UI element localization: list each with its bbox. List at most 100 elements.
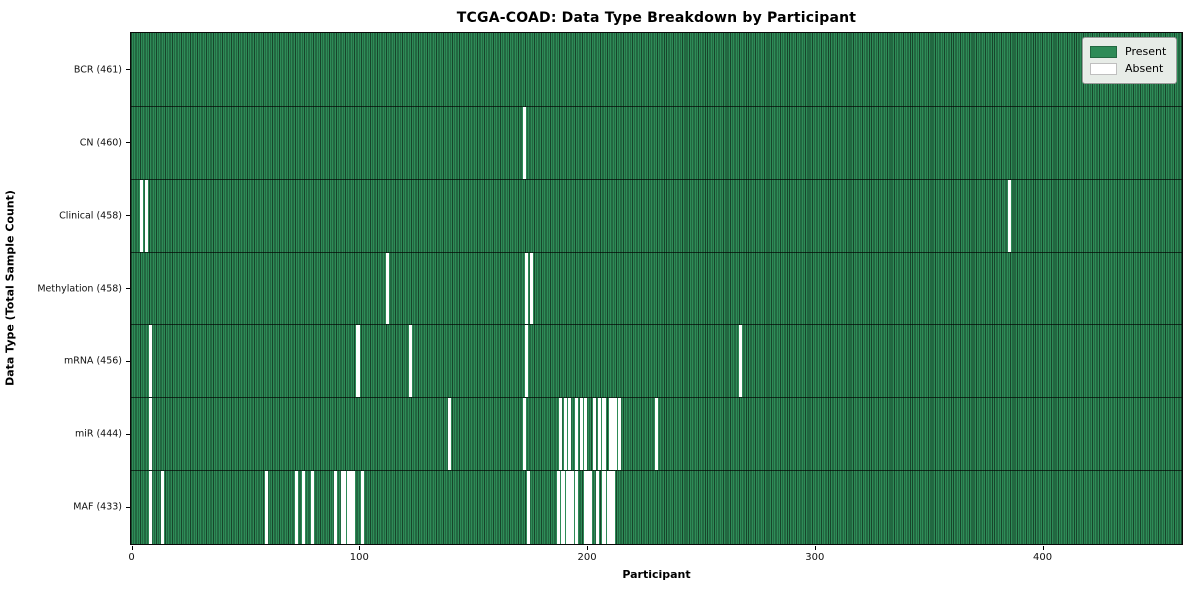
y-tick-label-mrna: mRNA (456) bbox=[63, 355, 122, 367]
y-tick-mark bbox=[125, 433, 130, 435]
absent-cell bbox=[525, 325, 529, 399]
plot-area bbox=[130, 32, 1183, 545]
absent-cell bbox=[566, 471, 570, 544]
absent-cell bbox=[525, 252, 529, 326]
absent-cell bbox=[586, 471, 590, 544]
x-tick-label: 300 bbox=[805, 552, 825, 563]
heatmap-row-mrna bbox=[131, 324, 1182, 399]
absent-cell bbox=[568, 398, 572, 472]
heatmap-row-clinical bbox=[131, 178, 1182, 253]
heatmap-row-methylation bbox=[131, 251, 1182, 326]
absent-cell bbox=[588, 471, 592, 544]
absent-cell bbox=[618, 398, 622, 472]
absent-cell bbox=[522, 106, 526, 180]
absent-cell bbox=[347, 471, 351, 544]
absent-cell bbox=[160, 471, 164, 544]
present-swatch bbox=[1090, 45, 1117, 58]
absent-cell bbox=[593, 398, 597, 472]
absent-cell bbox=[739, 325, 743, 399]
absent-cell bbox=[579, 398, 583, 472]
absent-cell bbox=[584, 398, 588, 472]
absent-cell bbox=[575, 471, 579, 544]
legend: Present Absent bbox=[1082, 37, 1177, 84]
absent-cell bbox=[597, 398, 601, 472]
y-tick-label-clinical: Clinical (458) bbox=[59, 210, 122, 222]
y-tick-label-mir: miR (444) bbox=[74, 428, 122, 440]
legend-entry-present: Present bbox=[1090, 43, 1169, 60]
y-tick-label-methylation: Methylation (458) bbox=[37, 283, 122, 294]
absent-cell bbox=[140, 179, 144, 253]
absent-cell bbox=[144, 179, 148, 253]
absent-cell bbox=[654, 398, 658, 472]
x-tick-label: 400 bbox=[1033, 552, 1053, 563]
absent-cell bbox=[611, 471, 615, 544]
heatmap-rows bbox=[131, 33, 1182, 544]
absent-cell bbox=[149, 325, 153, 399]
legend-entry-absent: Absent bbox=[1090, 60, 1169, 77]
absent-cell bbox=[613, 398, 617, 472]
absent-cell bbox=[522, 398, 526, 472]
absent-cell bbox=[561, 471, 565, 544]
absent-cell bbox=[527, 471, 531, 544]
absent-cell bbox=[340, 471, 344, 544]
absent-cell bbox=[149, 471, 153, 544]
absent-cell bbox=[584, 471, 588, 544]
absent-cell bbox=[361, 471, 365, 544]
absent-cell bbox=[333, 471, 337, 544]
absent-cell bbox=[559, 398, 563, 472]
y-tick-mark bbox=[125, 360, 130, 362]
absent-cell bbox=[575, 398, 579, 472]
absent-cell bbox=[351, 471, 355, 544]
heatmap-row-mir bbox=[131, 397, 1182, 472]
absent-swatch bbox=[1090, 62, 1117, 75]
absent-cell bbox=[294, 471, 299, 544]
legend-label-absent: Absent bbox=[1125, 62, 1164, 75]
absent-cell bbox=[570, 471, 574, 544]
absent-cell bbox=[265, 471, 269, 544]
absent-cell bbox=[611, 398, 615, 472]
x-axis-label: Participant bbox=[622, 568, 691, 581]
x-tick-mark bbox=[359, 545, 361, 550]
y-tick-label-maf: MAF (433) bbox=[73, 501, 122, 513]
absent-cell bbox=[602, 398, 606, 472]
absent-cell bbox=[1007, 179, 1011, 253]
absent-cell bbox=[342, 471, 346, 544]
x-tick-label: 0 bbox=[128, 552, 135, 563]
x-tick-label: 200 bbox=[577, 552, 597, 563]
y-tick-mark bbox=[125, 506, 130, 508]
absent-cell bbox=[563, 398, 567, 472]
x-tick-mark bbox=[814, 545, 816, 550]
absent-cell bbox=[447, 398, 451, 472]
y-tick-mark bbox=[125, 69, 130, 71]
heatmap-row-maf bbox=[131, 470, 1182, 544]
absent-cell bbox=[556, 471, 560, 544]
x-tick-mark bbox=[131, 545, 133, 550]
heatmap-row-bcr bbox=[131, 33, 1182, 106]
absent-cell bbox=[356, 325, 360, 399]
absent-cell bbox=[529, 252, 533, 326]
absent-cell bbox=[386, 252, 390, 326]
chart-title: TCGA-COAD: Data Type Breakdown by Partic… bbox=[456, 10, 857, 26]
absent-cell bbox=[609, 471, 613, 544]
absent-cell bbox=[602, 471, 606, 544]
heatmap-row-cn bbox=[131, 105, 1182, 180]
absent-cell bbox=[310, 471, 314, 544]
absent-cell bbox=[301, 471, 305, 544]
absent-cell bbox=[349, 471, 353, 544]
absent-cell bbox=[595, 471, 599, 544]
absent-cell bbox=[568, 471, 572, 544]
x-tick-label: 100 bbox=[349, 552, 369, 563]
y-tick-label-cn: CN (460) bbox=[79, 137, 122, 149]
y-tick-label-bcr: BCR (461) bbox=[73, 64, 122, 76]
y-tick-mark bbox=[125, 288, 130, 289]
absent-cell bbox=[408, 325, 412, 399]
absent-cell bbox=[609, 398, 613, 472]
absent-cell bbox=[607, 471, 611, 544]
y-tick-mark bbox=[125, 142, 130, 144]
x-tick-mark bbox=[587, 545, 589, 550]
legend-label-present: Present bbox=[1125, 45, 1167, 58]
x-tick-mark bbox=[1042, 545, 1044, 550]
y-tick-mark bbox=[125, 215, 130, 217]
absent-cell bbox=[149, 398, 153, 472]
